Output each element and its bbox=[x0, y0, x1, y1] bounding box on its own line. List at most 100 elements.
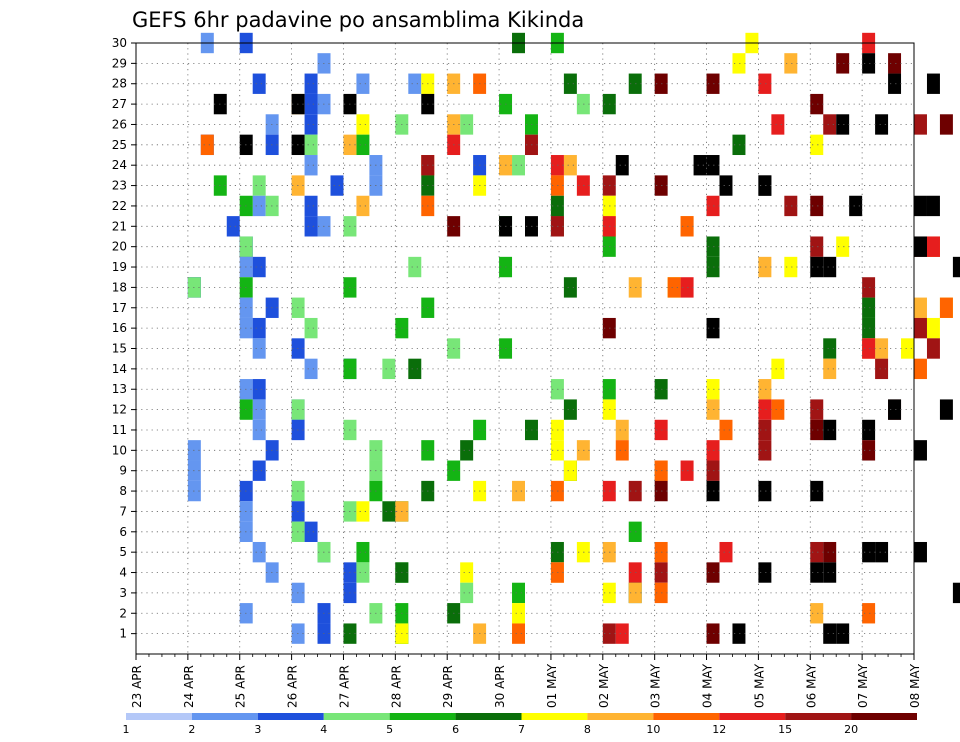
precip-cell bbox=[952, 582, 960, 604]
precip-cell bbox=[252, 195, 266, 217]
precip-cell bbox=[304, 73, 318, 94]
precip-cell bbox=[706, 562, 720, 583]
precip-cell bbox=[810, 562, 824, 583]
precip-cell bbox=[758, 440, 772, 461]
precip-cell bbox=[862, 297, 876, 318]
precip-cell bbox=[758, 399, 772, 420]
precip-cell bbox=[563, 277, 577, 298]
color-legend: 1 2 3 4 5 6 7 8 10 12 15 20 bbox=[123, 713, 917, 736]
precip-cell bbox=[836, 53, 850, 74]
x-axis: 23 APR 24 APR 25 APR 26 APR 27 APR 28 APR 29 A… bbox=[130, 654, 922, 708]
legend-swatch bbox=[126, 713, 192, 720]
precip-cell bbox=[304, 521, 318, 542]
precip-cell bbox=[304, 134, 318, 156]
legend-label: 20 bbox=[844, 723, 858, 736]
precip-cell bbox=[252, 379, 266, 400]
precip-cell bbox=[914, 297, 927, 318]
precip-cell bbox=[304, 195, 318, 217]
precip-cell bbox=[758, 175, 772, 196]
precip-cell bbox=[823, 419, 837, 441]
precip-cell bbox=[252, 338, 266, 359]
precip-cell bbox=[771, 358, 785, 380]
precip-cell bbox=[719, 175, 733, 196]
legend-swatch bbox=[455, 713, 522, 720]
precip-cell bbox=[706, 73, 720, 94]
x-tick-label: 08 MAY bbox=[908, 663, 922, 708]
legend-label: 12 bbox=[712, 723, 726, 736]
precip-cell bbox=[654, 460, 668, 481]
precip-cell bbox=[654, 480, 668, 502]
precip-cell bbox=[693, 155, 707, 176]
precip-cell bbox=[862, 317, 876, 339]
precip-cell bbox=[888, 73, 902, 94]
precip-cell bbox=[719, 541, 733, 563]
precip-cell bbox=[252, 175, 266, 196]
precip-cell bbox=[784, 195, 798, 217]
y-tick-label: 14 bbox=[112, 362, 127, 376]
precip-cell bbox=[460, 114, 474, 135]
precip-cell bbox=[680, 277, 694, 298]
precip-cell bbox=[563, 399, 577, 420]
precip-cell bbox=[408, 256, 422, 278]
precip-cell bbox=[654, 419, 668, 441]
y-tick-label: 17 bbox=[112, 301, 127, 315]
legend-label: 10 bbox=[646, 723, 660, 736]
precip-cell bbox=[823, 358, 837, 380]
legend-swatch bbox=[719, 713, 786, 720]
legend-label: 6 bbox=[452, 723, 459, 736]
precip-cell bbox=[810, 480, 824, 502]
precip-cell bbox=[810, 195, 824, 217]
precip-cell bbox=[862, 440, 876, 461]
precip-cell bbox=[252, 419, 266, 441]
precip-cell bbox=[888, 53, 902, 74]
legend-swatch bbox=[389, 713, 456, 720]
precip-cell bbox=[823, 338, 837, 359]
precip-cell bbox=[823, 562, 837, 583]
y-tick-label: 27 bbox=[112, 97, 127, 111]
precip-cell bbox=[810, 603, 824, 624]
precip-cell bbox=[706, 440, 720, 461]
precip-cell bbox=[252, 256, 266, 278]
y-tick-label: 18 bbox=[112, 280, 127, 294]
legend-swatch bbox=[191, 713, 258, 720]
y-tick-label: 23 bbox=[112, 179, 127, 193]
y-tick-label: 26 bbox=[112, 117, 127, 131]
legend-swatch bbox=[323, 713, 390, 720]
precip-cell bbox=[304, 358, 318, 380]
precip-cell bbox=[771, 399, 785, 420]
precip-cell bbox=[460, 440, 474, 461]
y-tick-label: 12 bbox=[112, 403, 127, 417]
precip-cell bbox=[810, 236, 824, 257]
precip-cell bbox=[460, 562, 474, 583]
precip-cell bbox=[356, 114, 370, 135]
precip-cell bbox=[252, 317, 266, 339]
precip-cell bbox=[654, 541, 668, 563]
legend-swatch bbox=[257, 713, 324, 720]
precip-cell bbox=[706, 155, 720, 176]
y-tick-label: 6 bbox=[119, 525, 127, 539]
x-tick-label: 27 APR bbox=[337, 665, 351, 708]
precip-cell bbox=[330, 175, 344, 196]
legend-swatch bbox=[851, 713, 917, 720]
legend-label: 4 bbox=[320, 723, 327, 736]
y-tick-label: 11 bbox=[112, 423, 127, 437]
y-tick-label: 8 bbox=[119, 484, 127, 498]
precip-cell bbox=[615, 623, 629, 644]
precip-cell bbox=[356, 501, 370, 522]
y-tick-label: 7 bbox=[119, 504, 127, 518]
precip-cell bbox=[862, 338, 876, 359]
precip-cell bbox=[823, 541, 837, 563]
precip-cell bbox=[304, 317, 318, 339]
precip-cell bbox=[654, 582, 668, 604]
x-tick-label: 04 MAY bbox=[701, 663, 715, 708]
precip-cell bbox=[939, 297, 953, 318]
y-tick-label: 9 bbox=[119, 464, 127, 478]
x-tick-label: 23 APR bbox=[130, 665, 144, 708]
y-tick-label: 5 bbox=[119, 545, 127, 559]
precip-cell bbox=[732, 53, 746, 74]
precip-cell bbox=[615, 419, 629, 441]
x-tick-label: 05 MAY bbox=[752, 663, 766, 708]
precip-cell bbox=[939, 114, 953, 135]
x-tick-label: 24 APR bbox=[182, 665, 196, 708]
